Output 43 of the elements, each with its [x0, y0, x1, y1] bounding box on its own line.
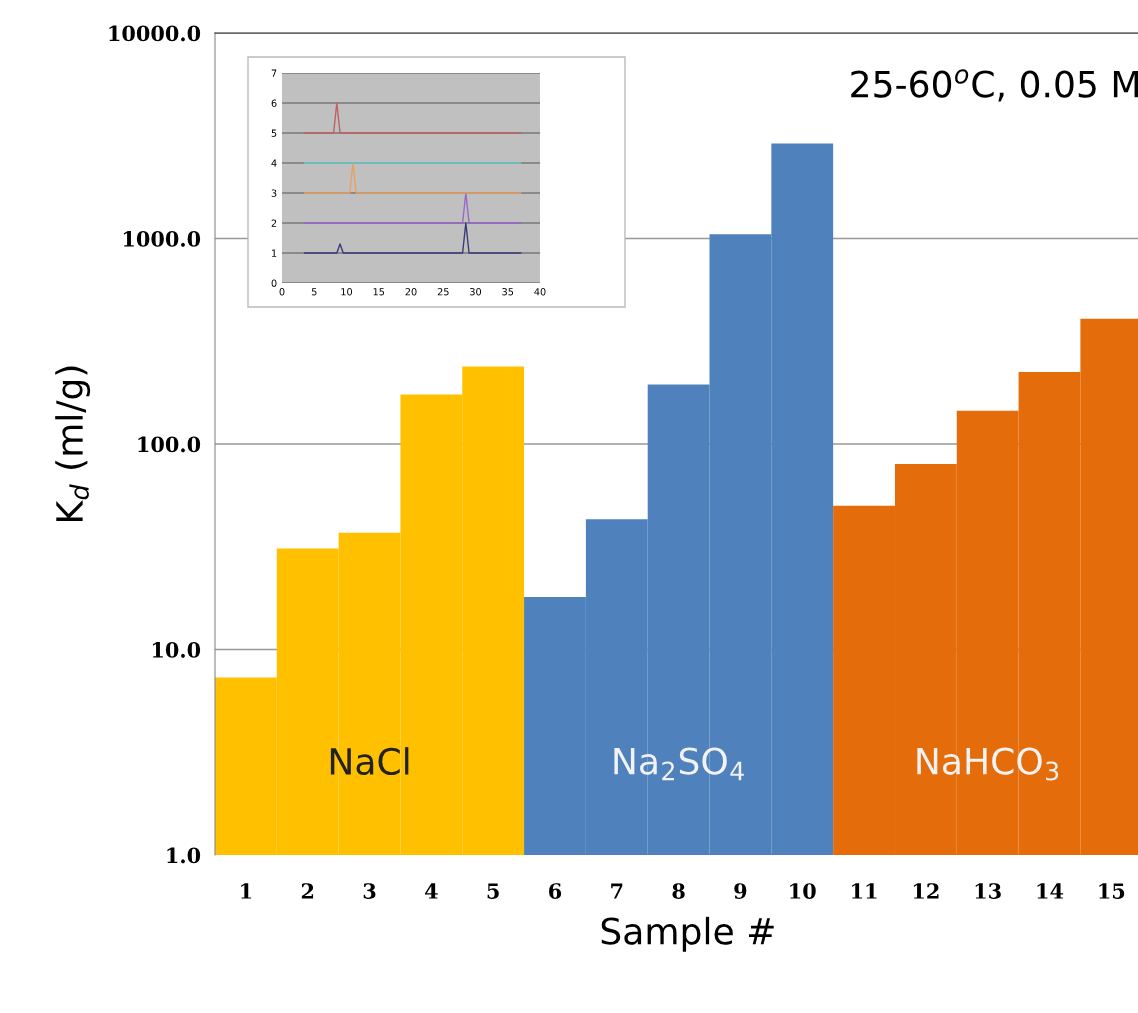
x-tick-label: 35 [502, 288, 514, 296]
x-tick-label: 13 [975, 883, 1001, 899]
x-tick-label: 2 [301, 883, 314, 899]
x-tick-label: 5 [311, 288, 317, 296]
annotation: Na$_{2}$SO$_{4}$ [614, 747, 744, 781]
y-tick-label: 1.0 [167, 847, 201, 864]
y-tick-label: 7 [271, 69, 277, 77]
x-axis-title: Sample # [601, 916, 774, 952]
x-tick-label: 25 [437, 288, 449, 296]
x-tick-label: 7 [611, 883, 623, 899]
x-tick-label: 14 [1037, 883, 1064, 899]
x-tick-label: 10 [341, 288, 353, 296]
x-tick-label: 15 [373, 288, 385, 296]
y-tick-label: 1000.0 [123, 230, 201, 247]
x-tick-label: 1 [241, 883, 252, 899]
y-tick-label: 1 [272, 249, 277, 257]
x-tick-label: 11 [852, 883, 877, 899]
x-tick-label: 8 [672, 883, 685, 899]
x-tick-label: 6 [549, 883, 562, 899]
x-tick-label: 4 [424, 883, 438, 899]
y-tick-label: 100.0 [138, 436, 201, 453]
y-tick-label: 10000.0 [109, 25, 201, 42]
annotation: NaHCO$_{3}$ [917, 747, 1059, 781]
x-tick-label: 12 [913, 883, 939, 899]
x-tick-label: 9 [734, 883, 747, 899]
text: 25-60$^{o}$C, 0.05 M [851, 69, 1138, 102]
x-tick-label: 40 [534, 288, 546, 296]
y-axis-title: K$_{d}$ (ml/g) [55, 366, 91, 521]
x-tick-label: 30 [470, 288, 482, 296]
annotation: NaCl [330, 747, 409, 776]
x-tick-label: 10 [790, 883, 816, 899]
x-tick-label: 0 [279, 288, 285, 296]
y-tick-label: 0 [271, 279, 277, 287]
y-tick-label: 10.0 [152, 641, 201, 658]
x-tick-label: 3 [363, 883, 376, 899]
y-tick-label: 3 [271, 189, 277, 197]
y-tick-label: 6 [271, 99, 277, 107]
x-tick-label: 20 [405, 288, 417, 296]
x-tick-label: 5 [487, 883, 499, 899]
y-tick-label: 2 [271, 219, 277, 227]
x-tick-label: 15 [1099, 883, 1125, 899]
y-tick-label: 5 [271, 129, 277, 137]
y-tick-label: 4 [271, 159, 277, 167]
